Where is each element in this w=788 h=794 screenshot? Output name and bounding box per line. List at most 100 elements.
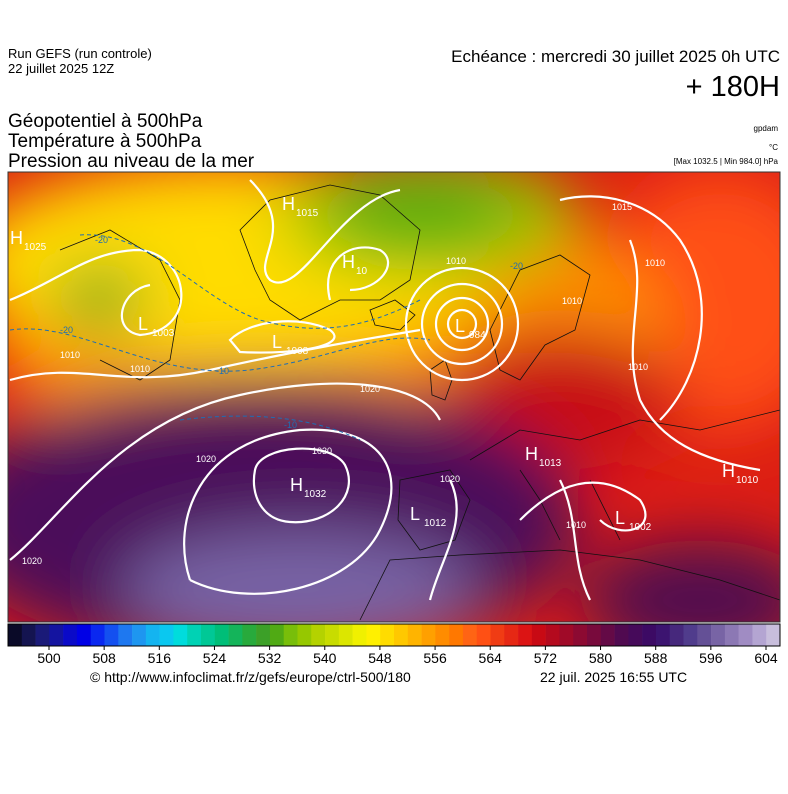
colorbar-frame <box>7 623 781 647</box>
colorbar-tick-label: 532 <box>258 650 282 666</box>
system-value: 1013 <box>539 458 562 469</box>
system-value: 1002 <box>629 522 652 533</box>
colorbar: 500 508 516 524 532 540 548 556 564 572 580 588 596 6… <box>7 623 781 666</box>
colorbar-tick-label: 524 <box>203 650 227 666</box>
colorbar-tick-label: 572 <box>534 650 558 666</box>
isobar-label: 1010 <box>446 256 466 266</box>
field-title: Pression au niveau de la mer <box>8 151 255 172</box>
colorbar-swatch <box>187 624 202 646</box>
colorbar-tick-label: 596 <box>699 650 723 666</box>
colorbar-swatch <box>421 624 436 646</box>
system-kind: H <box>282 194 295 214</box>
pressure-system: H 1013 <box>525 444 562 469</box>
colorbar-swatch <box>490 624 505 646</box>
colorbar-swatch <box>573 624 588 646</box>
colorbar-swatch <box>269 624 285 646</box>
colorbar-swatch <box>559 624 574 646</box>
unit: gpdam <box>754 124 779 133</box>
generated-time: 22 juil. 2025 16:55 UTC <box>540 669 687 685</box>
colorbar-tick-label: 588 <box>644 650 668 666</box>
isobar-label: 1030 <box>312 446 332 456</box>
system-value: 1012 <box>424 518 447 529</box>
colorbar-tick-label: 548 <box>368 650 392 666</box>
colorbar-swatch <box>90 624 105 646</box>
colorbar-swatch <box>394 624 409 646</box>
pressure-system: L 1002 <box>615 508 652 533</box>
isobar-label: 1015 <box>612 202 632 212</box>
colorbar-swatch <box>449 624 464 646</box>
colorbar-swatch <box>311 624 326 646</box>
colorbar-swatch <box>63 624 78 646</box>
isotherm-label: -10 <box>216 366 229 376</box>
colorbar-swatch <box>711 624 726 646</box>
colorbar-swatch <box>283 624 298 646</box>
system-kind: L <box>615 508 625 528</box>
pressure-system: L 1003 <box>138 314 175 339</box>
system-kind: H <box>722 461 735 481</box>
colorbar-swatch <box>366 624 381 646</box>
colorbar-tick-label: 580 <box>589 650 613 666</box>
colorbar-swatch <box>476 624 491 646</box>
map-frame <box>7 171 781 623</box>
colorbar-swatch <box>545 624 560 646</box>
pressure-system: H 1032 <box>290 475 327 500</box>
run: Run GEFS (run controle) <box>8 46 152 61</box>
colorbar-swatch <box>338 624 353 646</box>
system-value: 1010 <box>736 475 759 486</box>
system-value: 1025 <box>24 242 47 253</box>
colorbar-swatch <box>297 624 312 646</box>
system-value: 1032 <box>304 489 327 500</box>
colorbar-swatch <box>352 624 367 646</box>
isotherms <box>9 234 431 441</box>
colorbar-swatch <box>435 624 450 646</box>
valid-time: Echéance : mercredi 30 juillet 2025 0h U… <box>451 47 780 66</box>
colorbar-swatch <box>173 624 188 646</box>
colorbar-swatch <box>642 624 657 646</box>
isobar-label: 1020 <box>360 384 380 394</box>
colorbar-swatch <box>21 624 36 646</box>
pressure-system: L 1008 <box>272 332 309 357</box>
run-date: 22 juillet 2025 12Z <box>8 61 114 76</box>
pressure-range: [Max 1032.5 | Min 984.0] hPa <box>674 157 779 166</box>
pressure-system: L 984 <box>455 316 486 341</box>
isobar-label: 1020 <box>196 454 216 464</box>
system-value: 984 <box>469 330 486 341</box>
colorbar-swatch <box>104 624 119 646</box>
source: © http://www.infoclimat.fr/z/gefs/europe… <box>90 669 411 685</box>
colorbar-swatch <box>228 624 243 646</box>
pressure-system: H 1010 <box>722 461 759 486</box>
colorbar-swatch <box>600 624 615 646</box>
colorbar-swatch <box>655 624 671 646</box>
pressure-system: H 10 <box>342 252 368 277</box>
colorbar-swatch <box>76 624 92 646</box>
colorbar-swatch <box>462 624 478 646</box>
colorbar-swatch <box>8 624 23 646</box>
colorbar-swatch <box>201 624 216 646</box>
isotherm-label: -10 <box>284 420 297 430</box>
colorbar-swatch <box>49 624 64 646</box>
colorbar-swatch <box>683 624 698 646</box>
colorbar-tick-label: 516 <box>148 650 172 666</box>
colorbar-swatch <box>132 624 147 646</box>
colorbar-swatch <box>380 624 395 646</box>
system-value: 1008 <box>286 346 309 357</box>
colorbar-swatch <box>35 624 50 646</box>
colorbar-swatch <box>118 624 133 646</box>
lead-time: + 180H <box>686 71 780 103</box>
system-kind: H <box>525 444 538 464</box>
isobar-label: 1010 <box>628 362 648 372</box>
colorbar-swatch <box>697 624 712 646</box>
colorbar-swatch <box>159 624 174 646</box>
isobar-label: 1020 <box>22 556 42 566</box>
colorbar-tick-label: 564 <box>479 650 503 666</box>
system-kind: H <box>290 475 303 495</box>
colorbar-swatch <box>614 624 629 646</box>
isobar-label: 1010 <box>562 296 582 306</box>
map <box>8 172 780 622</box>
colorbar-tick-label: 556 <box>423 650 447 666</box>
pressure-system: L 1012 <box>410 504 447 529</box>
colorbar-swatch <box>145 624 160 646</box>
system-kind: L <box>455 316 465 336</box>
isobar-label: 1010 <box>130 364 150 374</box>
